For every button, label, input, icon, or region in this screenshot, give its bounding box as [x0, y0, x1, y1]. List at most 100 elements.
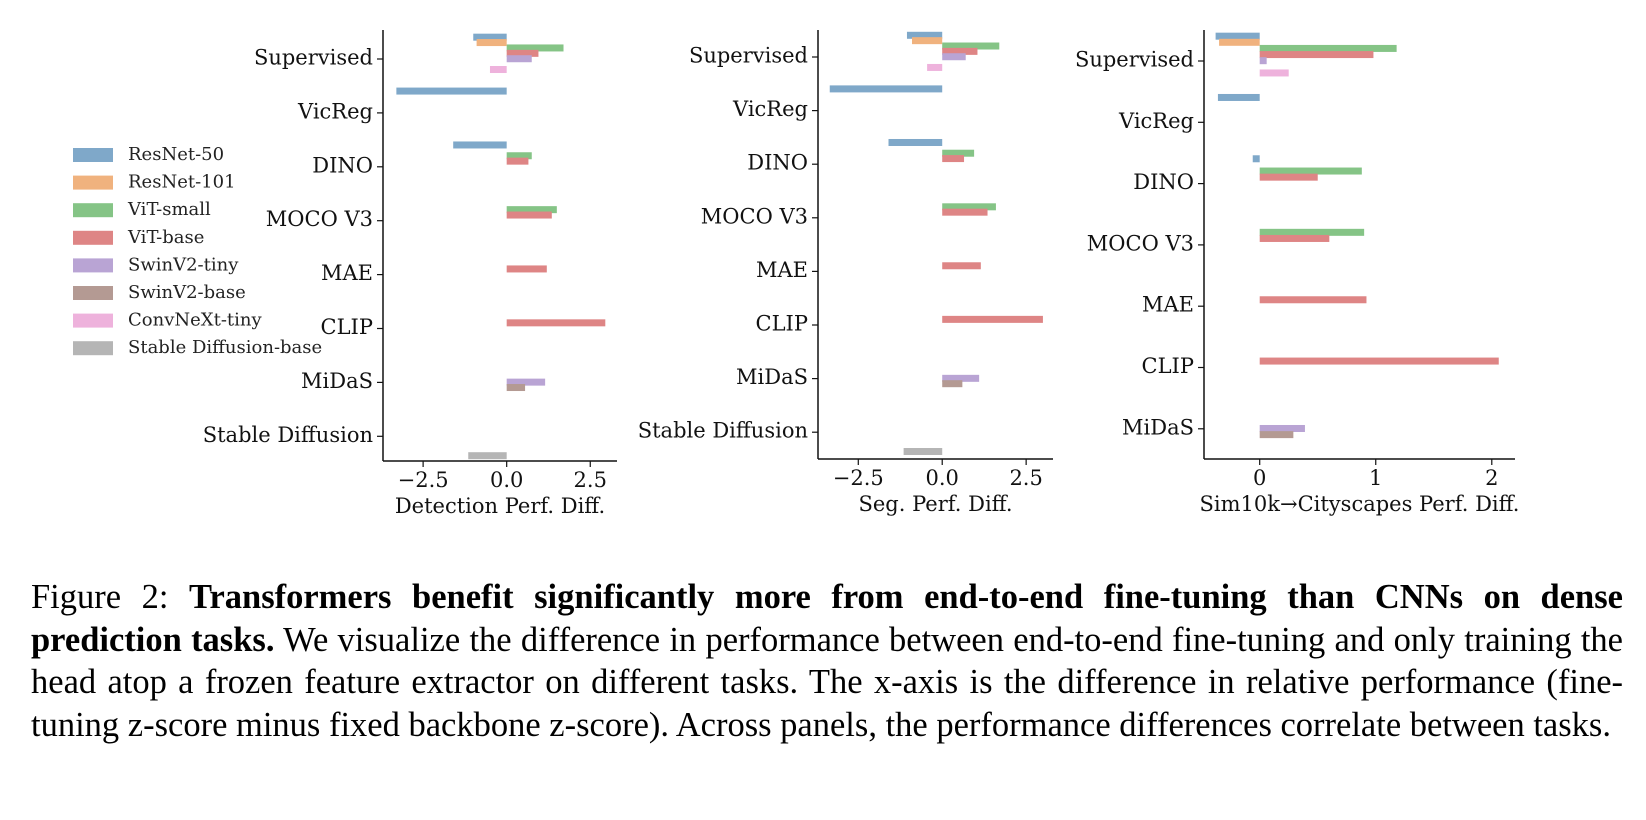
bar-swinv2-tiny-supervised: [1259, 57, 1267, 65]
bar-resnet-50-supervised: [1215, 32, 1260, 40]
bar-vit-base-clip: [506, 319, 606, 327]
detection-panel: Supervised VicReg DINO MOCO V3 MAE CLIP MiDaS S…: [203, 30, 617, 518]
y-tick-label-dino: DINO: [747, 151, 808, 175]
legend: ResNet-50 ResNet-101 ViT-small ViT-base Swin…: [73, 144, 322, 358]
segmentation-panel: Supervised VicReg DINO MOCO V3 MAE CLIP MiDaS S…: [638, 30, 1053, 516]
bar-vit-base-moco-v3: [942, 208, 988, 216]
bar-vit-small-dino: [942, 149, 975, 157]
bar-vit-base-dino: [506, 157, 529, 165]
x-tick-label: 2: [1485, 466, 1498, 490]
y-tick-label-vicreg: VicReg: [732, 97, 808, 121]
bar-resnet-50-vicreg: [829, 85, 943, 93]
bar-vit-base-mae: [942, 262, 981, 270]
y-tick-label-clip: CLIP: [321, 315, 373, 339]
x-axis-label: Detection Perf. Diff.: [395, 494, 605, 518]
sim10k-cityscapes-panel: Supervised VicReg DINO MOCO V3 MAE CLIP MiDaS 0…: [1075, 30, 1520, 516]
bar-vit-small-moco-v3: [942, 203, 996, 211]
bar-swinv2-tiny-midas: [942, 374, 980, 382]
bar-resnet-50-supervised: [473, 33, 507, 41]
y-tick-label-stable-diffusion: Stable Diffusion: [203, 423, 373, 447]
bar-resnet-101-supervised: [1219, 38, 1260, 46]
y-tick-label-midas: MiDaS: [736, 365, 808, 389]
legend-label-stable-diffusion-base: Stable Diffusion-base: [128, 337, 322, 358]
bar-resnet-50-dino: [888, 138, 943, 146]
x-axis-label: Seg. Perf. Diff.: [858, 492, 1012, 516]
caption-body-text: We visualize the difference in performan…: [31, 620, 1623, 744]
legend-swatch-vit-base: [73, 230, 113, 245]
bar-stable-diffusion-base-stable-diffusion: [468, 452, 507, 460]
bar-vit-base-moco-v3: [506, 211, 552, 219]
legend-label-swinv2-tiny: SwinV2-tiny: [128, 254, 239, 275]
y-tick-label-clip: CLIP: [756, 312, 808, 336]
bar-resnet-50-vicreg: [396, 87, 507, 95]
legend-label-vit-small: ViT-small: [127, 199, 211, 220]
bar-vit-base-mae: [1259, 296, 1367, 304]
bar-vit-base-moco-v3: [1259, 234, 1330, 242]
legend-swatch-convnext-tiny: [73, 313, 113, 328]
bar-vit-small-moco-v3: [1259, 228, 1365, 236]
x-tick-label: 0.0: [490, 468, 523, 492]
y-tick-label-stable-diffusion: Stable Diffusion: [638, 419, 808, 443]
bar-convnext-tiny-supervised: [1259, 69, 1289, 77]
figure-2-chart: ResNet-50 ResNet-101 ViT-small ViT-base Swin…: [73, 30, 1520, 518]
legend-label-swinv2-base: SwinV2-base: [128, 282, 246, 303]
bar-resnet-50-supervised: [906, 31, 943, 39]
legend-swatch-vit-small: [73, 203, 113, 218]
bar-resnet-101-supervised: [476, 39, 507, 47]
x-tick-label: −2.5: [833, 466, 884, 490]
y-tick-label-supervised: Supervised: [689, 44, 808, 68]
y-tick-label-moco-v3: MOCO V3: [266, 207, 373, 231]
x-tick-label: 2.5: [1009, 466, 1042, 490]
bar-vit-small-dino: [506, 152, 532, 160]
legend-swatch-swinv2-tiny: [73, 258, 113, 273]
y-tick-label-mae: MAE: [756, 258, 808, 282]
y-tick-label-mae: MAE: [321, 261, 373, 285]
bar-resnet-50-dino: [453, 141, 507, 149]
x-axis-label: Sim10k→Cityscapes Perf. Diff.: [1200, 492, 1520, 516]
bar-vit-base-clip: [942, 315, 1043, 323]
bar-vit-base-supervised: [1259, 51, 1374, 59]
bar-vit-base-clip: [1259, 357, 1499, 365]
y-tick-label-moco-v3: MOCO V3: [1087, 231, 1194, 255]
y-tick-label-dino: DINO: [312, 153, 373, 177]
y-tick-label-midas: MiDaS: [1122, 415, 1194, 439]
caption-label: Figure 2:: [31, 578, 169, 616]
bar-vit-base-dino: [942, 155, 965, 163]
y-tick-label-supervised: Supervised: [1075, 48, 1194, 72]
y-tick-label-vicreg: VicReg: [297, 99, 373, 123]
bar-vit-base-supervised: [942, 47, 978, 55]
bar-swinv2-base-midas: [506, 384, 526, 392]
y-tick-label-clip: CLIP: [1142, 354, 1194, 378]
bar-vit-base-mae: [506, 265, 547, 273]
bar-resnet-50-dino: [1252, 155, 1260, 163]
bar-stable-diffusion-base-stable-diffusion: [903, 447, 943, 455]
bar-convnext-tiny-supervised: [489, 66, 507, 74]
legend-swatch-stable-diffusion-base: [73, 341, 113, 356]
x-tick-label: 0.0: [926, 466, 959, 490]
bar-swinv2-base-midas: [1259, 431, 1294, 439]
bar-swinv2-tiny-supervised: [506, 55, 532, 63]
legend-swatch-swinv2-base: [73, 286, 113, 300]
figure-caption: Figure 2: Transformers benefit significa…: [31, 576, 1623, 746]
bar-resnet-50-vicreg: [1217, 93, 1260, 101]
y-tick-label-moco-v3: MOCO V3: [701, 204, 808, 228]
x-tick-label: −2.5: [398, 468, 449, 492]
legend-label-resnet-101: ResNet-101: [128, 172, 236, 193]
legend-swatch-resnet-50: [73, 148, 113, 162]
bar-vit-small-dino: [1259, 167, 1362, 175]
bar-vit-small-supervised: [1259, 44, 1397, 52]
bar-swinv2-tiny-midas: [1259, 424, 1305, 432]
bar-vit-base-dino: [1259, 173, 1318, 181]
x-tick-label: 2.5: [574, 468, 607, 492]
bar-swinv2-base-midas: [942, 380, 963, 388]
bar-convnext-tiny-supervised: [927, 63, 943, 71]
y-tick-label-vicreg: VicReg: [1118, 109, 1194, 133]
y-tick-label-supervised: Supervised: [254, 46, 373, 70]
y-tick-label-midas: MiDaS: [301, 369, 373, 393]
bar-vit-small-moco-v3: [506, 206, 557, 214]
x-tick-label: 1: [1369, 466, 1382, 490]
x-tick-label: 0: [1253, 466, 1266, 490]
legend-label-vit-base: ViT-base: [127, 227, 204, 248]
y-tick-label-dino: DINO: [1133, 170, 1194, 194]
legend-swatch-resnet-101: [73, 175, 113, 190]
